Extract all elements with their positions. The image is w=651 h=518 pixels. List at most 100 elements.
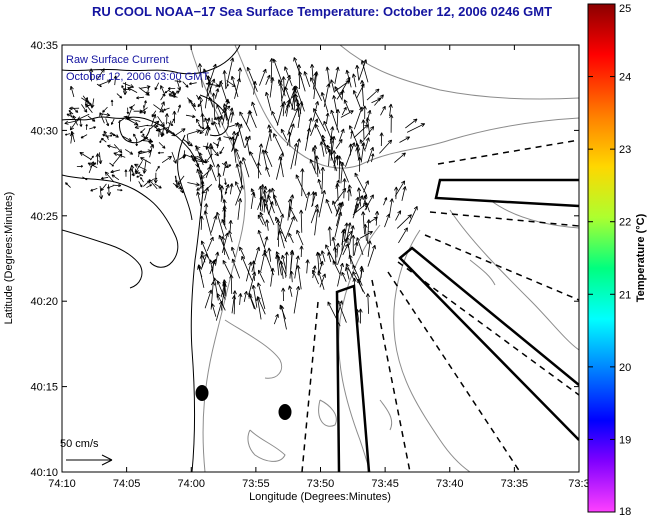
y-axis: 40:35 40:30 40:25 40:20 40:15 40:10	[30, 40, 579, 479]
current-vector	[88, 161, 95, 174]
current-vector	[216, 163, 221, 175]
current-vector	[267, 247, 272, 262]
current-vector	[222, 207, 227, 225]
current-vector	[389, 198, 394, 216]
current-vector	[357, 156, 362, 172]
current-vector	[135, 139, 139, 147]
current-vector	[138, 87, 150, 96]
current-vector	[150, 120, 160, 130]
current-vector	[133, 133, 138, 141]
current-vector	[235, 163, 243, 185]
current-vector	[237, 198, 243, 220]
current-vector	[71, 106, 79, 113]
current-vector	[335, 138, 343, 149]
current-vector	[200, 253, 208, 270]
current-vector	[234, 77, 241, 99]
current-vector	[221, 232, 229, 254]
current-vector	[405, 118, 418, 129]
current-vector	[98, 152, 103, 165]
current-vector	[241, 157, 250, 178]
y-tick-label: 40:25	[30, 211, 58, 223]
current-vector	[288, 232, 294, 244]
current-vector	[353, 196, 360, 214]
current-vector	[345, 142, 356, 168]
current-vector	[287, 198, 292, 221]
current-vector	[167, 87, 176, 90]
current-vector	[320, 250, 326, 262]
current-vector	[90, 98, 95, 108]
current-vector	[349, 225, 355, 245]
current-vector	[64, 133, 71, 136]
current-vector	[272, 58, 283, 83]
current-vector	[68, 110, 74, 115]
buoy-west	[195, 385, 209, 401]
current-vector	[325, 66, 331, 87]
current-vector	[227, 230, 233, 243]
current-vector	[102, 134, 109, 138]
current-vector	[266, 188, 272, 203]
current-vector	[197, 155, 208, 164]
current-vector	[257, 296, 266, 315]
current-vector	[98, 79, 112, 86]
current-vector	[198, 95, 204, 122]
current-vector	[351, 73, 357, 88]
current-vector	[278, 230, 285, 249]
current-vector	[348, 125, 361, 151]
current-vector	[231, 131, 237, 151]
current-vector	[367, 146, 374, 164]
current-vector	[224, 184, 230, 195]
current-vector	[296, 265, 302, 290]
current-vector	[142, 159, 147, 174]
current-vector	[163, 128, 176, 137]
current-vector	[199, 215, 204, 230]
current-vector	[215, 211, 225, 237]
current-vector	[315, 123, 327, 147]
current-vector	[294, 138, 301, 166]
current-vector	[311, 191, 316, 206]
current-vector	[389, 114, 394, 133]
current-vector	[335, 154, 340, 166]
map-title: RU COOL NOAA−17 Sea Surface Temperature:…	[91, 4, 553, 19]
current-vector	[195, 146, 204, 166]
current-vector	[204, 126, 210, 136]
current-vector	[289, 270, 294, 283]
current-vector	[188, 82, 197, 86]
current-vector	[130, 164, 135, 177]
current-vector	[317, 270, 325, 290]
current-vector	[294, 85, 305, 112]
current-vector	[95, 153, 100, 165]
current-vector	[210, 146, 219, 157]
current-vector	[358, 59, 367, 81]
current-vector	[221, 236, 226, 256]
current-vector	[323, 120, 334, 144]
current-vector	[259, 211, 267, 227]
current-vector	[325, 112, 330, 124]
current-vector	[341, 271, 347, 282]
current-vector	[124, 169, 128, 177]
current-vector	[216, 293, 226, 311]
current-vector	[284, 216, 295, 242]
current-vector	[161, 155, 172, 164]
current-vector	[89, 68, 94, 82]
current-vector	[219, 146, 225, 155]
current-vector	[123, 81, 128, 95]
current-vector	[124, 149, 134, 155]
current-vector	[273, 133, 284, 154]
current-vector	[69, 132, 74, 144]
x-tick-label: 73:3	[568, 478, 589, 490]
current-vector	[342, 178, 347, 199]
current-vector	[249, 151, 262, 176]
current-vector	[153, 104, 165, 113]
current-vector	[196, 168, 204, 189]
current-vector	[261, 185, 268, 212]
current-vector	[298, 71, 306, 92]
current-vector	[305, 191, 311, 211]
x-tick-label: 73:50	[307, 478, 335, 490]
current-vector	[157, 116, 165, 127]
current-vector	[251, 260, 256, 281]
current-vector	[113, 152, 126, 158]
x-tick-label: 73:40	[436, 478, 464, 490]
current-vector	[337, 300, 347, 323]
current-vector	[363, 180, 369, 193]
